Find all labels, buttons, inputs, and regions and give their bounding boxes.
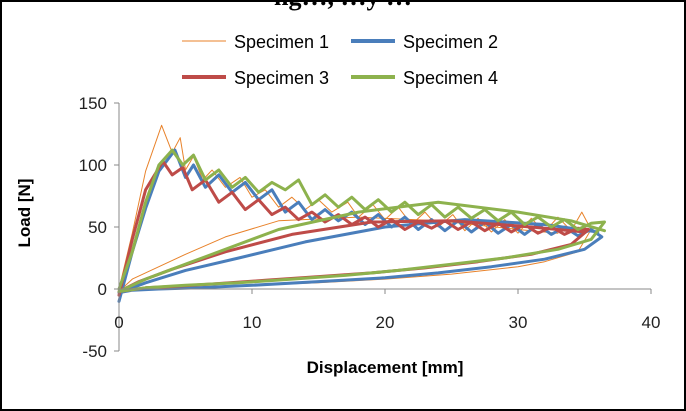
y-axis-title: Load [N] (15, 179, 34, 248)
x-tick-label: 20 (376, 313, 395, 332)
top-rule (0, 0, 686, 2)
x-tick-label: 0 (114, 313, 123, 332)
axes: -50 0 50 100 150 0 10 20 30 40 (79, 94, 661, 361)
plot-area (117, 124, 606, 303)
x-tick-label: 30 (509, 313, 528, 332)
legend-label-specimen-2: Specimen 2 (403, 32, 498, 52)
series-line-specimen-1 (118, 124, 592, 292)
x-tick-label: 40 (642, 313, 661, 332)
cut-off-figure-title: ng…, …y … (0, 0, 686, 12)
legend-label-specimen-1: Specimen 1 (234, 32, 329, 52)
legend-label-specimen-3: Specimen 3 (234, 68, 329, 88)
series-line-specimen-4 (117, 148, 606, 293)
legend-label-specimen-4: Specimen 4 (403, 68, 498, 88)
y-tick-label: 50 (88, 218, 107, 237)
y-tick-label: 100 (79, 156, 107, 175)
y-tick-label: -50 (82, 342, 107, 361)
legend: Specimen 1 Specimen 2 Specimen 3 Specimen 4 (182, 32, 498, 88)
x-tick-label: 10 (243, 313, 262, 332)
y-tick-label: 150 (79, 94, 107, 113)
y-tick-label: 0 (98, 280, 107, 299)
x-axis-title: Displacement [mm] (307, 358, 464, 377)
